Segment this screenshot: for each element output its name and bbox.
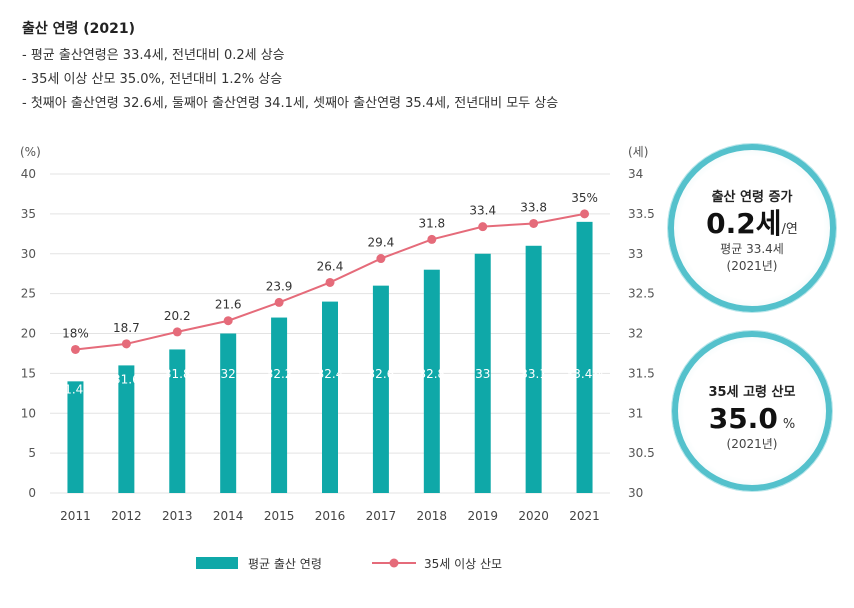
left-axis-tick-label: 20 [21,327,36,341]
x-axis-tick-label: 2013 [162,509,193,523]
left-axis-tick-label: 10 [21,406,36,420]
right-axis-tick-label: 31 [628,406,643,420]
right-axis-tick-label: 33.5 [628,207,655,221]
legend-bar-label: 평균 출산 연령 [248,557,322,571]
age-increase-title: 출산 연령 증가 [711,190,793,205]
left-axis-tick-label: 15 [21,366,36,380]
left-axis-tick-label: 40 [21,167,36,181]
summary-header: 출산 연령 (2021) - 평균 출산연령은 33.4세, 전년대비 0.2세… [22,18,558,116]
line-point [172,327,182,337]
line-point [529,218,539,228]
bar [525,245,542,493]
line-point [427,234,437,244]
bar-data-label: 31.6 [113,372,140,386]
legend-bar-swatch [196,557,238,569]
line-data-label: 33.8 [520,200,547,214]
right-axis-tick-label: 30 [628,486,643,500]
line-data-label: 35% [571,191,598,205]
older-mothers-title: 35세 고령 산모 [708,385,796,400]
older-mothers-sub1: (2021년) [726,436,778,451]
line-point [121,339,131,349]
older-mothers-badge-inner: 35세 고령 산모 35.0 % (2021년) [684,343,820,479]
bar-data-label: 33 [475,367,490,381]
line-point [478,222,488,232]
legend-line-label: 35세 이상 산모 [424,557,502,571]
line-data-label: 20.2 [164,309,191,323]
summary-line-1: - 평균 출산연령은 33.4세, 전년대비 0.2세 상승 [22,48,285,63]
x-axis-tick-label: 2014 [213,509,244,523]
line-data-label: 18.7 [113,321,140,335]
line-point [376,254,386,264]
bar-data-label: 33.4세 [566,367,604,381]
older-mothers-unit: % [782,417,796,432]
left-axis-tick-label: 0 [28,486,36,500]
age-increase-badge: 출산 연령 증가 0.2세/연 평균 33.4세 (2021년) [668,144,836,312]
bar [474,253,491,493]
bar [220,333,237,493]
x-axis-tick-label: 2016 [315,509,346,523]
bar-data-label: 32.8 [418,367,445,381]
summary-line-2: - 35세 이상 산모 35.0%, 전년대비 1.2% 상승 [22,72,283,87]
age-increase-unit: /연 [781,222,798,237]
x-axis-tick-label: 2019 [467,509,498,523]
bar [372,285,389,493]
line-data-label: 31.8 [418,216,445,230]
summary-title: 출산 연령 (2021) [22,21,136,37]
line-data-label: 33.4 [469,204,496,218]
line-data-label: 26.4 [317,259,344,273]
left-axis-tick-label: 25 [21,287,36,301]
right-axis-tick-label: 32 [628,327,643,341]
age-increase-sub1: 평균 33.4세 [720,241,784,256]
bar [322,301,338,493]
left-axis-tick-label: 35 [21,207,36,221]
x-axis-tick-label: 2017 [366,509,397,523]
right-axis-tick-label: 33 [628,247,643,261]
line-point [274,297,284,307]
x-axis-tick-label: 2018 [417,509,448,523]
right-axis-tick-label: 30.5 [628,446,655,460]
line-data-label: 18% [62,326,89,340]
x-axis-tick-label: 2011 [60,509,91,523]
bar-data-label: 32.6 [368,367,395,381]
bar-data-label: 33.1 [520,367,547,381]
x-axis-tick-label: 2015 [264,509,295,523]
older-mothers-badge: 35세 고령 산모 35.0 % (2021년) [672,331,832,491]
bar [169,349,186,493]
line-point [223,316,233,326]
age-increase-badge-inner: 출산 연령 증가 0.2세/연 평균 33.4세 (2021년) [680,156,824,300]
line-point [580,209,590,219]
bar [576,221,593,493]
x-axis-tick-label: 2020 [518,509,549,523]
left-axis-tick-label: 30 [21,247,36,261]
left-axis-tick-label: 5 [28,446,36,460]
left-axis-unit: (%) [20,145,41,159]
line-point [70,344,80,354]
combo-chart: 0 5 10 15 20 25 30 35 40 30 30.5 31 31.5 32 32.5 33 33.5… [20,145,655,571]
line-data-label: 21.6 [215,298,242,312]
bar [67,381,84,493]
bar-data-label: 32.2 [266,367,293,381]
summary-line-3: - 첫째아 출산연령 32.6세, 둘째아 출산연령 34.1세, 셋째아 출산… [22,96,559,111]
right-axis-tick-label: 31.5 [628,366,655,380]
right-axis-tick-label: 32.5 [628,287,655,301]
age-increase-sub2: (2021년) [726,258,778,273]
legend-line-marker [389,558,399,568]
line-point [325,277,335,287]
bar [423,269,440,493]
right-axis-tick-label: 34 [628,167,643,181]
bar [271,317,288,493]
right-axis-unit: (세) [628,145,648,159]
x-axis-tick-label: 2012 [111,509,142,523]
bar-data-label: 31.8 [164,367,191,381]
line-data-label: 29.4 [368,236,395,250]
age-increase-value: 0.2세 [706,207,782,240]
bar-data-label: 32.4 [317,367,344,381]
bar-data-label: 31.4세 [57,382,95,396]
bar-data-label: 32 [221,367,236,381]
bar [118,365,135,493]
line-data-label: 23.9 [266,279,293,293]
older-mothers-value: 35.0 [708,402,778,435]
x-axis-tick-label: 2021 [569,509,600,523]
